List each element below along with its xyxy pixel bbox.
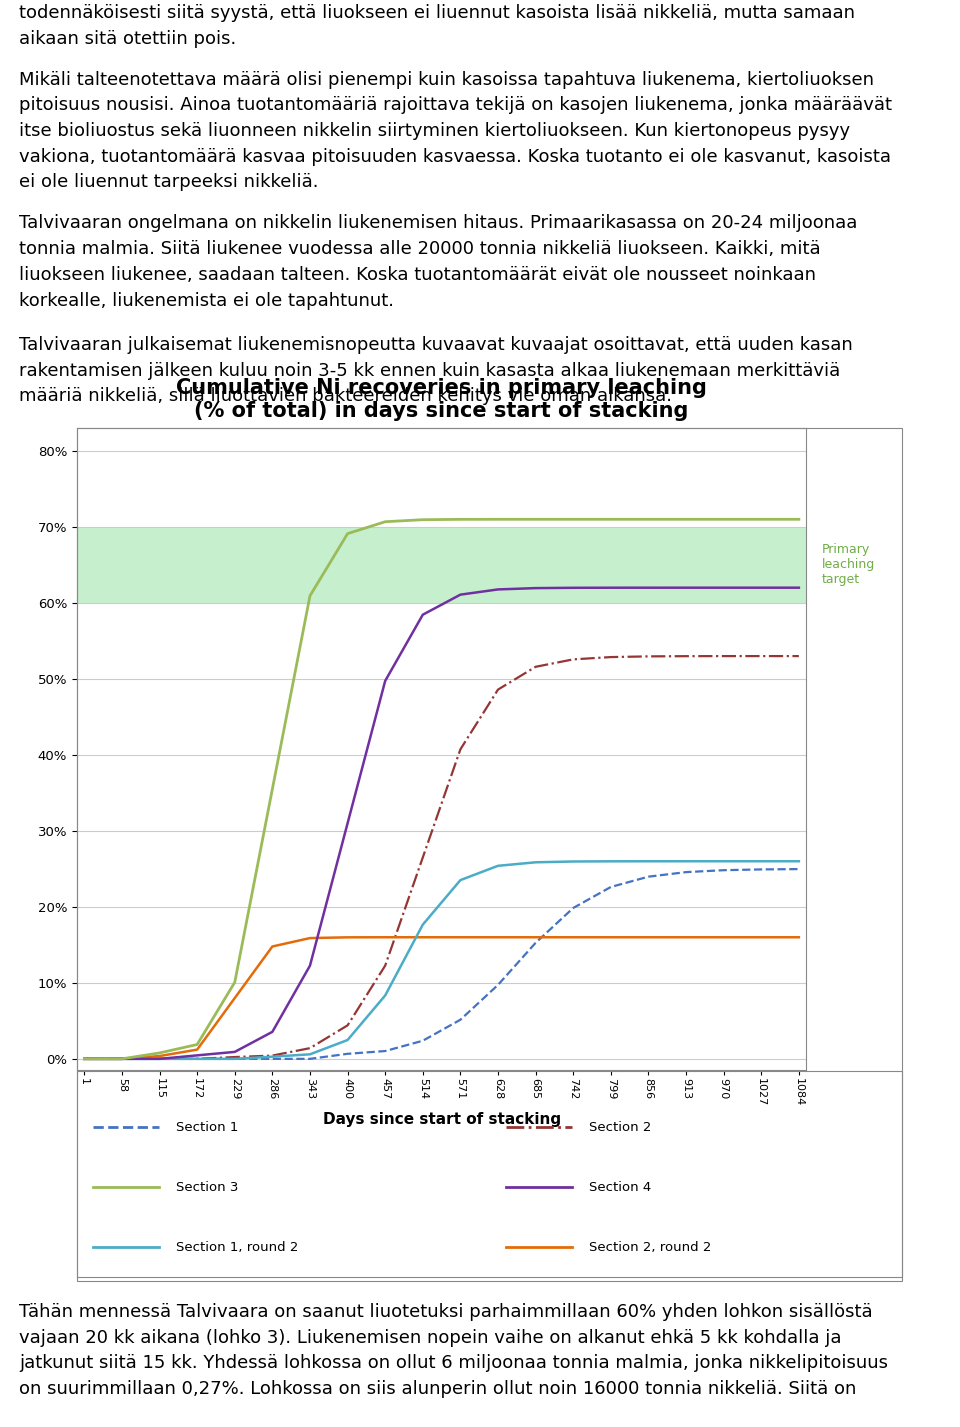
Text: Talvivaaran ongelmana on nikkelin liukenemisen hitaus. Primaarikasassa on 20-24 : Talvivaaran ongelmana on nikkelin liuken… bbox=[19, 214, 857, 310]
Text: Section 2, round 2: Section 2, round 2 bbox=[588, 1240, 711, 1254]
Bar bbox=[77, 527, 806, 602]
X-axis label: Days since start of stacking: Days since start of stacking bbox=[323, 1112, 561, 1127]
Text: todennäköisesti siitä syystä, että liuokseen ei liuennut kasoista lisää nikkeliä: todennäköisesti siitä syystä, että liuok… bbox=[19, 4, 855, 49]
Text: Section 1: Section 1 bbox=[176, 1120, 238, 1134]
Text: Section 3: Section 3 bbox=[176, 1180, 238, 1194]
Text: Section 1, round 2: Section 1, round 2 bbox=[176, 1240, 299, 1254]
Title: Cumulative Ni recoveries in primary leaching
(% of total) in days since start of: Cumulative Ni recoveries in primary leac… bbox=[177, 378, 707, 421]
Text: Section 4: Section 4 bbox=[588, 1180, 651, 1194]
Text: Primary
leaching
target: Primary leaching target bbox=[822, 544, 875, 586]
Text: Tähän mennessä Talvivaara on saanut liuotetuksi parhaimmillaan 60% yhden lohkon : Tähän mennessä Talvivaara on saanut liuo… bbox=[19, 1303, 888, 1398]
Text: Section 2: Section 2 bbox=[588, 1120, 651, 1134]
Text: Mikäli talteenotettava määrä olisi pienempi kuin kasoissa tapahtuva liukenema, k: Mikäli talteenotettava määrä olisi piene… bbox=[19, 71, 892, 191]
Text: Talvivaaran julkaisemat liukenemisnopeutta kuvaavat kuvaajat osoittavat, että uu: Talvivaaran julkaisemat liukenemisnopeut… bbox=[19, 337, 852, 405]
